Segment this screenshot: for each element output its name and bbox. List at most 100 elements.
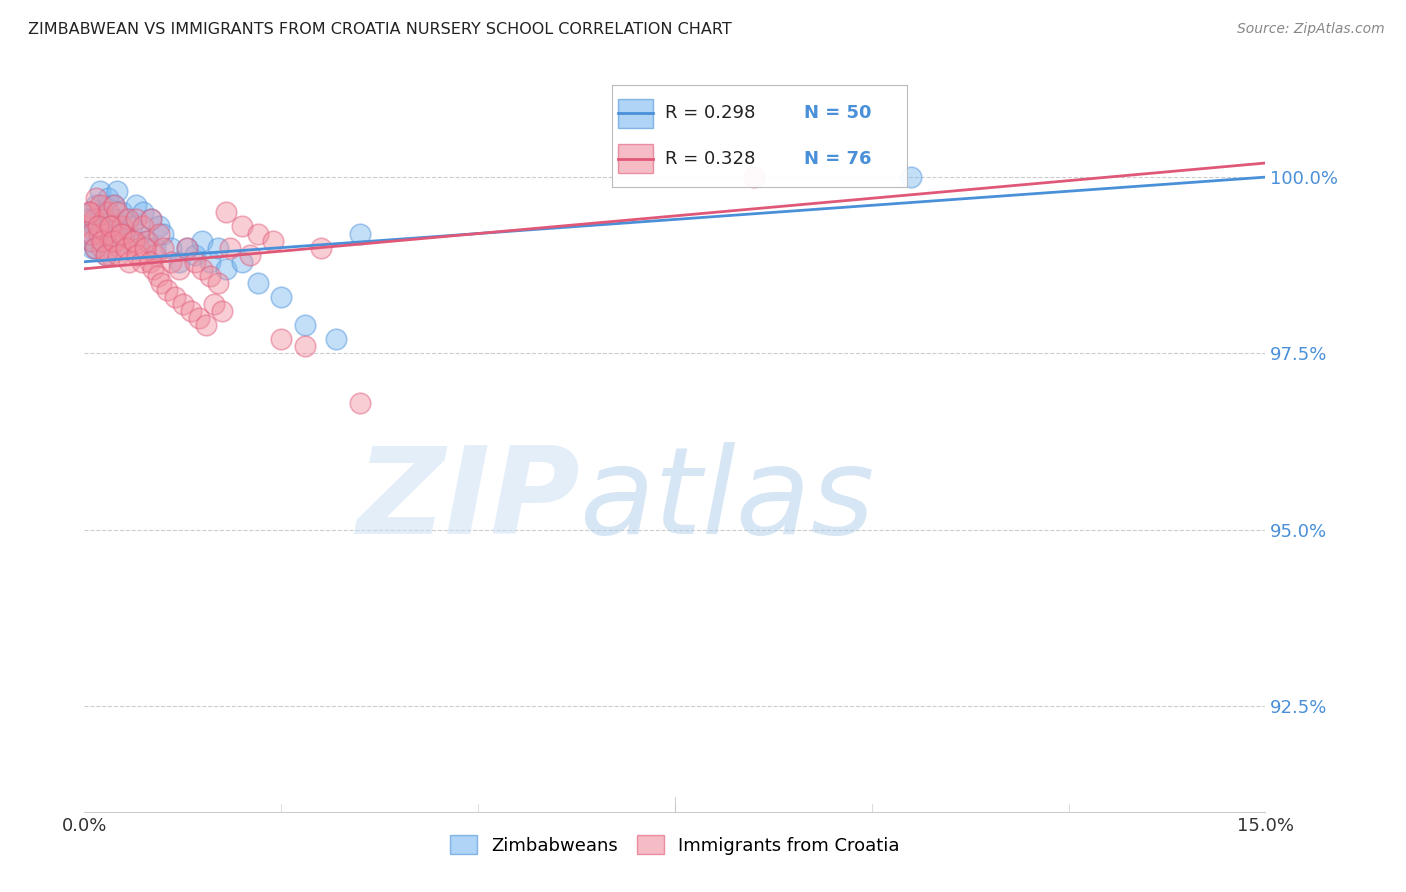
Point xyxy=(83,219,105,234)
Point xyxy=(207,241,229,255)
Point xyxy=(142,261,165,276)
Point xyxy=(191,261,214,276)
Point xyxy=(87,219,110,234)
Point xyxy=(160,254,183,268)
Point xyxy=(132,205,155,219)
Point xyxy=(108,227,131,241)
Point xyxy=(112,227,135,241)
FancyBboxPatch shape xyxy=(617,99,652,128)
Point xyxy=(112,234,135,248)
Point xyxy=(77,219,100,234)
Point xyxy=(200,268,222,283)
Point xyxy=(91,234,114,248)
Point xyxy=(900,170,922,185)
Point xyxy=(200,254,222,268)
Point xyxy=(172,297,194,311)
Point xyxy=(89,198,111,212)
FancyBboxPatch shape xyxy=(617,145,652,173)
Point xyxy=(77,227,100,241)
Text: R = 0.328: R = 0.328 xyxy=(665,150,755,168)
Point xyxy=(742,170,765,185)
Point xyxy=(167,254,190,268)
Point xyxy=(124,212,146,227)
Point xyxy=(80,234,103,248)
Point xyxy=(219,241,242,255)
Text: ZIMBABWEAN VS IMMIGRANTS FROM CROATIA NURSERY SCHOOL CORRELATION CHART: ZIMBABWEAN VS IMMIGRANTS FROM CROATIA NU… xyxy=(28,22,733,37)
Point xyxy=(90,234,112,248)
Point xyxy=(176,241,198,255)
Point xyxy=(246,276,269,290)
Point xyxy=(115,241,138,255)
Point xyxy=(82,241,104,255)
Point xyxy=(83,241,105,255)
Point xyxy=(84,191,107,205)
Point xyxy=(101,219,124,234)
Point xyxy=(325,332,347,346)
Point xyxy=(90,241,112,255)
Point xyxy=(107,184,129,198)
Point xyxy=(152,241,174,255)
Point xyxy=(103,234,125,248)
Point xyxy=(143,241,166,255)
Point xyxy=(349,396,371,410)
Point xyxy=(132,219,155,234)
Point xyxy=(107,248,129,262)
Point xyxy=(148,227,170,241)
Text: ZIP: ZIP xyxy=(357,442,581,559)
Point xyxy=(239,248,262,262)
Point xyxy=(93,205,115,219)
Point xyxy=(121,234,143,248)
Text: atlas: atlas xyxy=(581,442,876,559)
Point xyxy=(141,212,163,227)
Point xyxy=(136,234,159,248)
Point xyxy=(103,198,125,212)
Point xyxy=(118,254,141,268)
Point xyxy=(149,276,172,290)
Point xyxy=(98,219,121,234)
Point xyxy=(122,234,145,248)
Point xyxy=(163,290,186,304)
Point xyxy=(94,248,117,262)
Point xyxy=(94,248,117,262)
Point xyxy=(138,254,160,268)
Point xyxy=(80,227,103,241)
Point xyxy=(246,227,269,241)
Point xyxy=(294,318,316,333)
Point xyxy=(202,297,225,311)
Point xyxy=(270,332,292,346)
Point xyxy=(270,290,292,304)
Point xyxy=(146,268,169,283)
Point xyxy=(110,227,132,241)
Point xyxy=(152,227,174,241)
Point xyxy=(143,248,166,262)
Point xyxy=(96,227,118,241)
Text: R = 0.298: R = 0.298 xyxy=(665,104,755,122)
Point xyxy=(180,304,202,318)
Point xyxy=(167,261,190,276)
Point xyxy=(97,205,120,219)
Point xyxy=(83,241,105,255)
Point xyxy=(108,241,131,255)
Point xyxy=(141,212,163,227)
Point xyxy=(87,227,110,241)
Point xyxy=(124,198,146,212)
Point xyxy=(96,227,118,241)
Point xyxy=(134,241,156,255)
Point xyxy=(191,234,214,248)
Point xyxy=(84,198,107,212)
Point xyxy=(195,318,218,333)
Point xyxy=(231,254,253,268)
Legend: Zimbabweans, Immigrants from Croatia: Zimbabweans, Immigrants from Croatia xyxy=(443,828,907,862)
Point xyxy=(187,311,209,326)
Point xyxy=(136,234,159,248)
Point xyxy=(91,227,114,241)
Point xyxy=(183,254,205,268)
Point xyxy=(148,219,170,234)
Point xyxy=(111,219,134,234)
Point xyxy=(349,227,371,241)
Text: N = 76: N = 76 xyxy=(804,150,872,168)
Point xyxy=(104,212,127,227)
Point xyxy=(207,276,229,290)
Point xyxy=(87,212,110,227)
Point xyxy=(160,241,183,255)
